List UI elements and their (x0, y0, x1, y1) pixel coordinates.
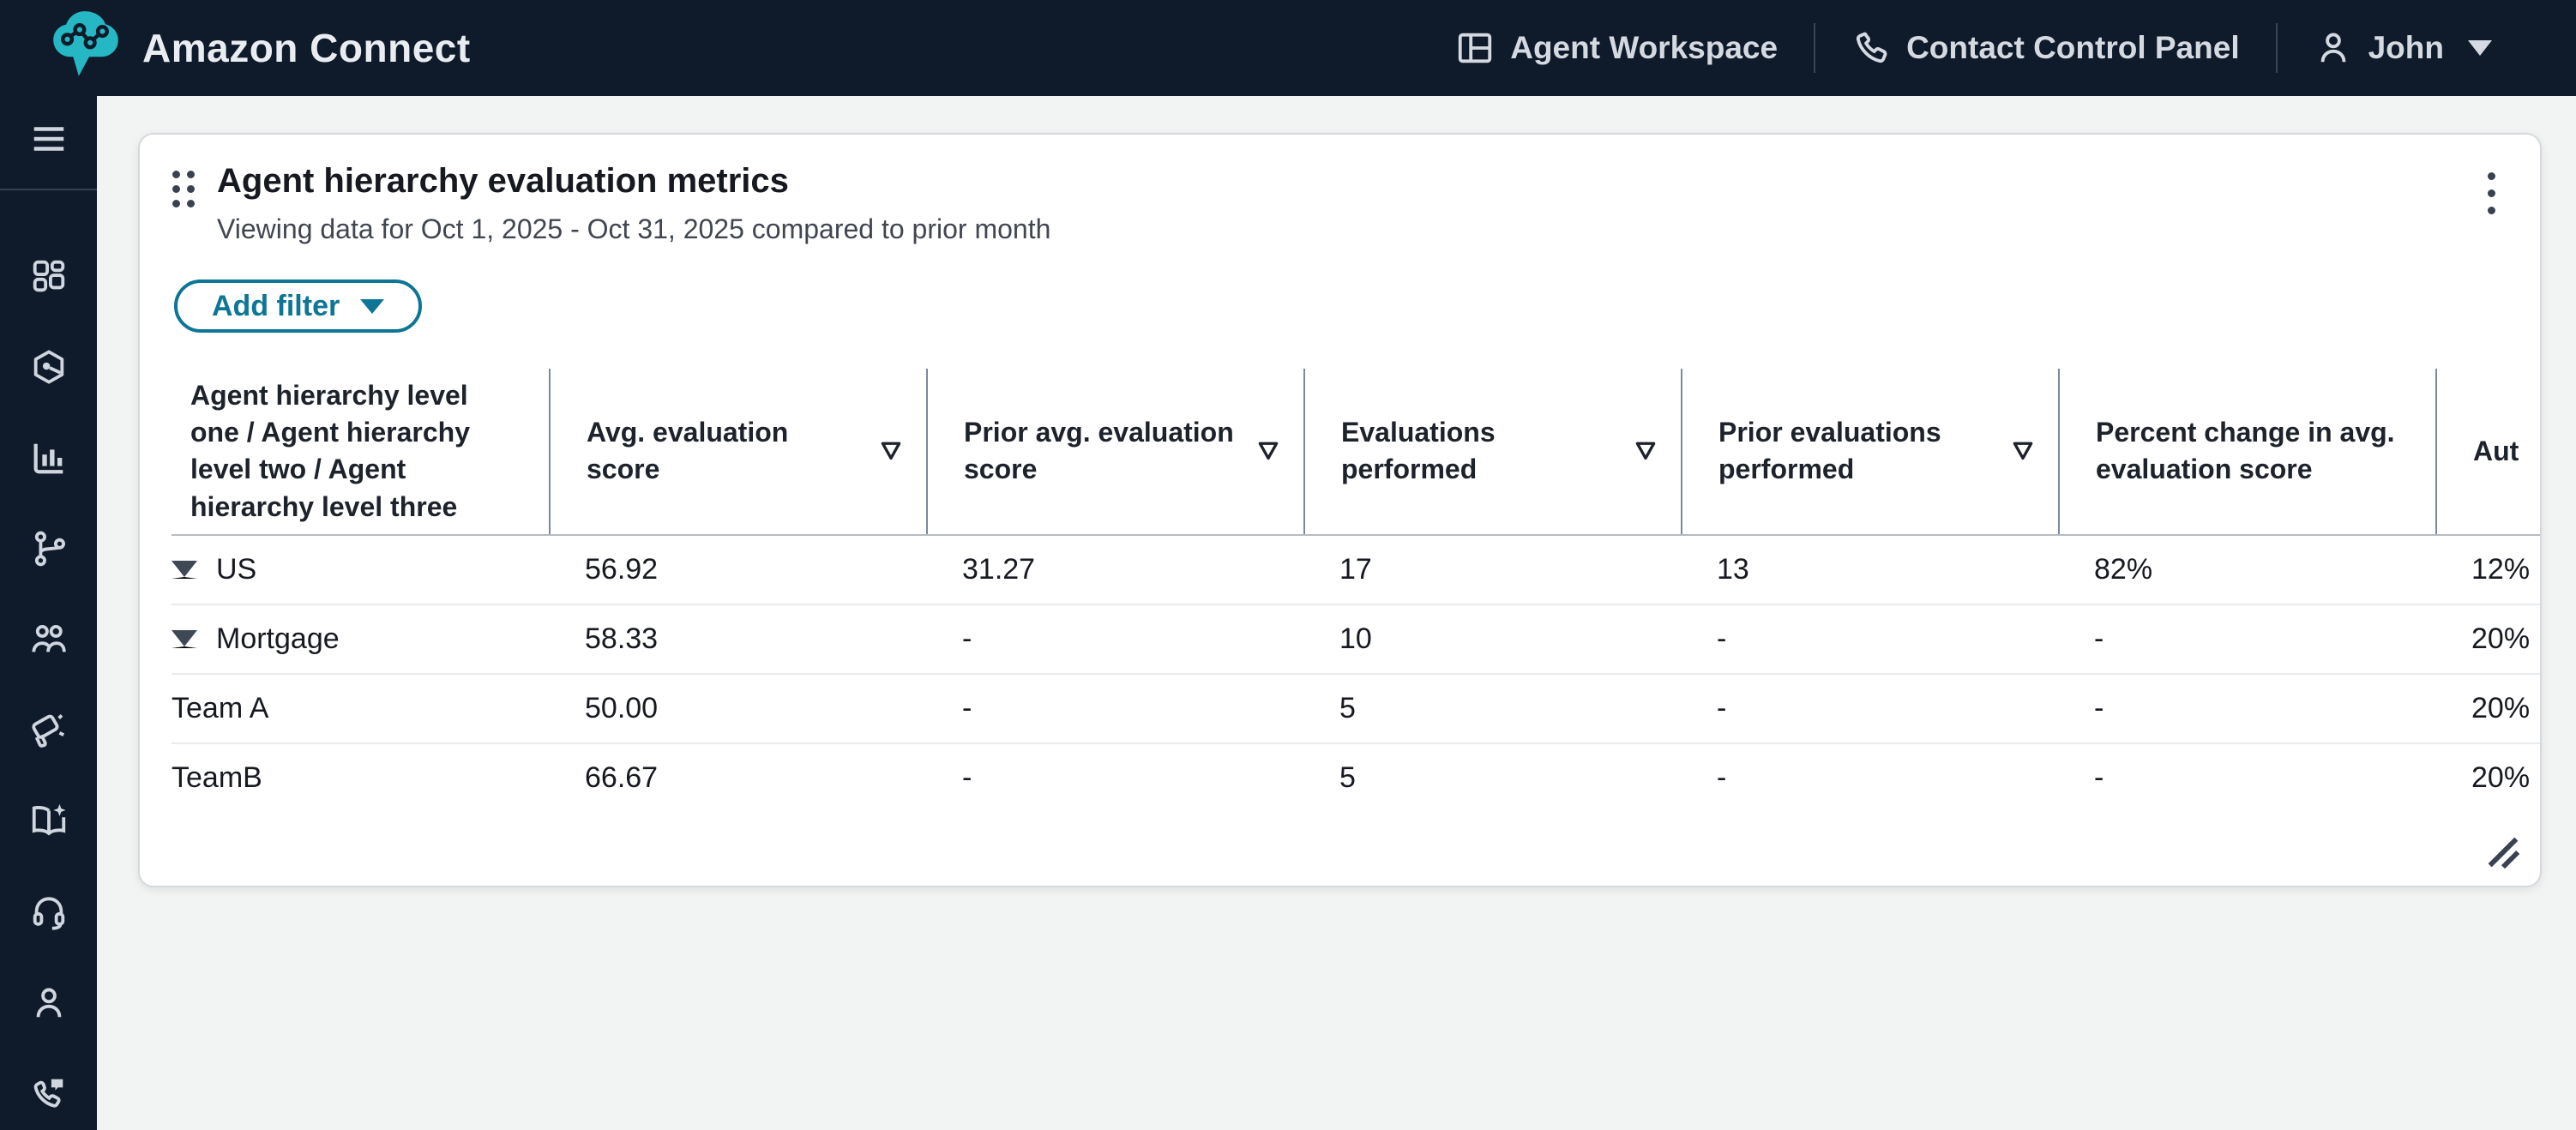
user-name: John (2368, 30, 2444, 65)
column-header-prior-evaluations[interactable]: Prior evaluations performed (1681, 369, 2058, 534)
cell: - (1717, 691, 1727, 724)
sidebar-item-campaigns[interactable] (28, 710, 69, 751)
cell: - (2094, 760, 2104, 794)
resize-handle-icon[interactable] (2483, 832, 2523, 872)
users-icon (31, 624, 66, 654)
cell: 82% (2094, 552, 2153, 586)
nav-divider (2275, 23, 2278, 73)
cell: 31.27 (962, 552, 1036, 586)
cell: 20% (2471, 760, 2531, 794)
column-header-truncated[interactable]: Aut (2435, 369, 2540, 534)
headset-icon (33, 897, 64, 930)
branch-icon (34, 531, 65, 567)
column-header-avg-score[interactable]: Avg. evaluation score (549, 369, 926, 534)
brand: Amazon Connect (50, 8, 471, 88)
chevron-down-icon (2468, 40, 2492, 56)
cell: 5 (1339, 760, 1356, 794)
drag-handle-icon[interactable] (172, 171, 195, 207)
column-header-hierarchy[interactable]: Agent hierarchy level one / Agent hierar… (190, 380, 470, 522)
cell: 66.67 (585, 760, 659, 794)
cell: 17 (1339, 552, 1372, 586)
cell: 13 (1717, 552, 1749, 586)
filter-icon[interactable] (2010, 439, 2036, 463)
column-header-percent-change[interactable]: Percent change in avg. evaluation score (2058, 369, 2435, 534)
kebab-menu-icon[interactable] (2472, 160, 2511, 226)
widget-header: Agent hierarchy evaluation metrics Viewi… (140, 135, 2540, 245)
hierarchy-cell: US (172, 536, 549, 604)
cell: - (2094, 622, 2104, 655)
chevron-down-icon (360, 298, 385, 314)
nav-contact-control-panel[interactable]: Contact Control Panel (1815, 0, 2276, 96)
add-filter-label: Add filter (212, 289, 340, 322)
cell: 58.33 (585, 622, 659, 655)
workspace-layout-icon (1459, 33, 1492, 63)
cell: 5 (1339, 691, 1356, 724)
top-navigation-bar: Amazon Connect Agent Workspace Contact C… (0, 0, 2576, 96)
cell: - (962, 760, 972, 794)
amazon-connect-logo-icon (53, 11, 118, 76)
sidebar-item-dashboard[interactable] (28, 255, 69, 297)
nav-agent-workspace-label: Agent Workspace (1510, 30, 1779, 65)
sidebar (0, 96, 97, 1130)
megaphone-icon (31, 713, 65, 748)
bar-chart-icon (29, 438, 69, 478)
cell: 20% (2471, 622, 2531, 655)
metrics-widget-card: Agent hierarchy evaluation metrics Viewi… (138, 133, 2542, 887)
hierarchy-cell: TeamB (172, 760, 262, 794)
collapse-toggle-icon[interactable] (172, 560, 197, 579)
table-row[interactable]: Mortgage 58.33 - 10 - - 20% (172, 605, 2540, 675)
hexagon-node-icon (33, 350, 63, 384)
sidebar-item-users[interactable] (28, 619, 69, 660)
filter-icon[interactable] (1633, 439, 1658, 463)
top-navigation-links: Agent Workspace Contact Control Panel Jo… (1419, 0, 2528, 96)
sidebar-item-routing[interactable] (28, 346, 69, 388)
sidebar-icon-list (28, 190, 69, 1115)
cell: 56.92 (585, 552, 659, 586)
hamburger-menu-icon[interactable] (28, 118, 69, 159)
hierarchy-cell: Mortgage (172, 605, 549, 673)
phone-chat-icon (33, 1077, 64, 1108)
phone-icon (1856, 32, 1887, 63)
sidebar-item-agent-tools[interactable] (28, 892, 69, 933)
nav-contact-control-panel-label: Contact Control Panel (1906, 30, 2240, 65)
table-header-row: Agent hierarchy level one / Agent hierar… (172, 369, 2540, 536)
cell: 50.00 (585, 691, 659, 724)
evaluation-metrics-table: Agent hierarchy level one / Agent hierar… (172, 369, 2540, 812)
sidebar-item-analytics[interactable] (28, 437, 69, 478)
column-header-evaluations-performed[interactable]: Evaluations performed (1303, 369, 1681, 534)
hierarchy-cell: Team A (172, 691, 269, 724)
column-header-prior-avg-score[interactable]: Prior avg. evaluation score (926, 369, 1303, 534)
table-row[interactable]: US 56.92 31.27 17 13 82% 12% (172, 536, 2540, 605)
cell: - (1717, 760, 1727, 794)
cell: 12% (2471, 552, 2531, 586)
cell: 20% (2471, 691, 2531, 724)
date-range-subtitle: Viewing data for Oct 1, 2025 - Oct 31, 2… (217, 213, 1051, 244)
add-filter-button[interactable]: Add filter (174, 279, 423, 333)
sidebar-item-knowledge[interactable] (28, 801, 69, 842)
brand-name: Amazon Connect (142, 26, 471, 70)
collapse-toggle-icon[interactable] (172, 629, 197, 648)
nav-divider (1814, 23, 1816, 73)
filter-icon[interactable] (1255, 439, 1281, 463)
sidebar-item-flows[interactable] (28, 528, 69, 569)
table-row[interactable]: Team A 50.00 - 5 - - 20% (172, 675, 2540, 744)
cell: - (2094, 691, 2104, 724)
person-icon (2320, 33, 2345, 64)
cell: 10 (1339, 622, 1372, 655)
filter-icon[interactable] (878, 439, 904, 463)
person-icon (36, 988, 61, 1019)
page-title: Agent hierarchy evaluation metrics (217, 162, 789, 200)
table-row[interactable]: TeamB 66.67 - 5 - - 20% (172, 744, 2540, 812)
user-menu[interactable]: John (2278, 0, 2528, 96)
dashboard-grid-icon (33, 260, 64, 292)
cell: - (1717, 622, 1727, 655)
sidebar-divider (0, 189, 97, 190)
sidebar-item-contacts[interactable] (28, 1073, 69, 1115)
widget-titles: Agent hierarchy evaluation metrics Viewi… (217, 160, 1050, 245)
nav-agent-workspace[interactable]: Agent Workspace (1419, 0, 1814, 96)
sidebar-item-profile[interactable] (28, 983, 69, 1024)
cell: - (962, 622, 972, 655)
book-sparkle-icon (32, 802, 67, 835)
cell: - (962, 691, 972, 724)
